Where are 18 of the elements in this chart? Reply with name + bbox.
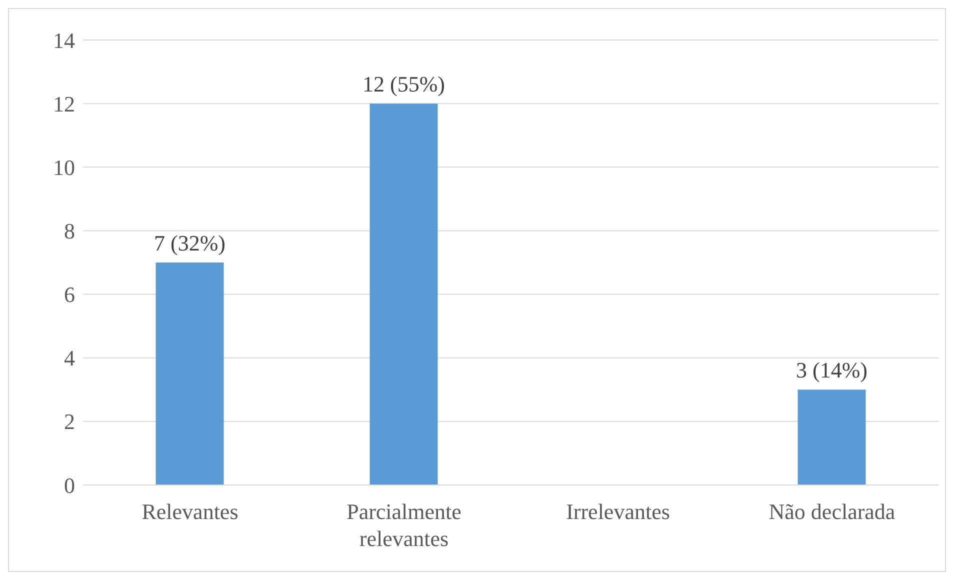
- y-tick-label: 12: [53, 91, 75, 116]
- x-tick-label: Parcialmente relevantes: [346, 499, 462, 551]
- y-tick-label: 4: [64, 346, 75, 371]
- y-tick-label: 6: [64, 282, 75, 308]
- bar: [156, 262, 224, 485]
- x-tick-label: Irrelevantes: [566, 499, 670, 524]
- bar: [370, 104, 438, 485]
- y-tick-label: 0: [64, 472, 75, 498]
- y-tick-label: 14: [53, 28, 75, 53]
- y-tick-label: 2: [64, 409, 75, 434]
- data-label: 3 (14%): [796, 358, 868, 383]
- data-label: 7 (32%): [154, 230, 226, 256]
- y-tick-label: 8: [64, 218, 75, 244]
- x-tick-label: Relevantes: [142, 499, 238, 524]
- bar: [798, 390, 866, 485]
- y-tick-label: 10: [53, 154, 75, 180]
- data-label: 12 (55%): [362, 72, 445, 97]
- x-tick-label: Não declarada: [768, 499, 896, 524]
